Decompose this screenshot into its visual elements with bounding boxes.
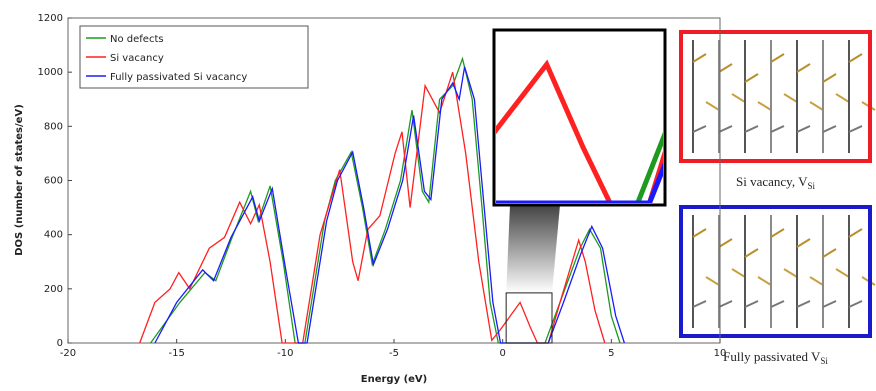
zoom-cone	[506, 205, 560, 293]
legend-label: Si vacancy	[110, 53, 164, 64]
x-tick-label: -15	[168, 348, 184, 359]
zoom-region	[506, 293, 552, 343]
x-tick-label: 5	[608, 348, 614, 359]
y-tick-label: 600	[44, 176, 63, 187]
y-tick-label: 400	[44, 230, 63, 241]
chart: Energy (eV) DOS (number of states/eV) Si…	[0, 0, 876, 387]
x-tick-label: 10	[714, 348, 727, 359]
y-tick-label: 1000	[38, 67, 63, 78]
y-tick-label: 800	[44, 121, 63, 132]
y-tick-label: 200	[44, 284, 63, 295]
caption-text: Fully passivated V	[723, 349, 821, 364]
x-axis-title: Energy (eV)	[361, 374, 427, 385]
x-tick-label: -5	[389, 348, 399, 359]
panel-caption: Fully passivated VSi	[723, 349, 828, 366]
y-tick-label: 1200	[38, 13, 63, 24]
structure-image: Si vacancy, VSi	[681, 32, 875, 191]
panel-caption: Si vacancy, VSi	[736, 174, 815, 191]
x-tick-label: -10	[277, 348, 293, 359]
inset-background	[496, 32, 663, 203]
legend-label: Fully passivated Si vacancy	[110, 72, 247, 83]
legend-label: No defects	[110, 34, 164, 45]
caption-subscript: Si	[820, 356, 828, 366]
x-tick-label: -20	[60, 348, 76, 359]
structure-image: Fully passivated VSi	[681, 207, 875, 366]
caption-subscript: Si	[807, 181, 815, 191]
caption-text: Si vacancy, V	[736, 174, 808, 189]
y-axis-title: DOS (number of states/eV)	[14, 104, 25, 256]
x-tick-label: 0	[499, 348, 505, 359]
